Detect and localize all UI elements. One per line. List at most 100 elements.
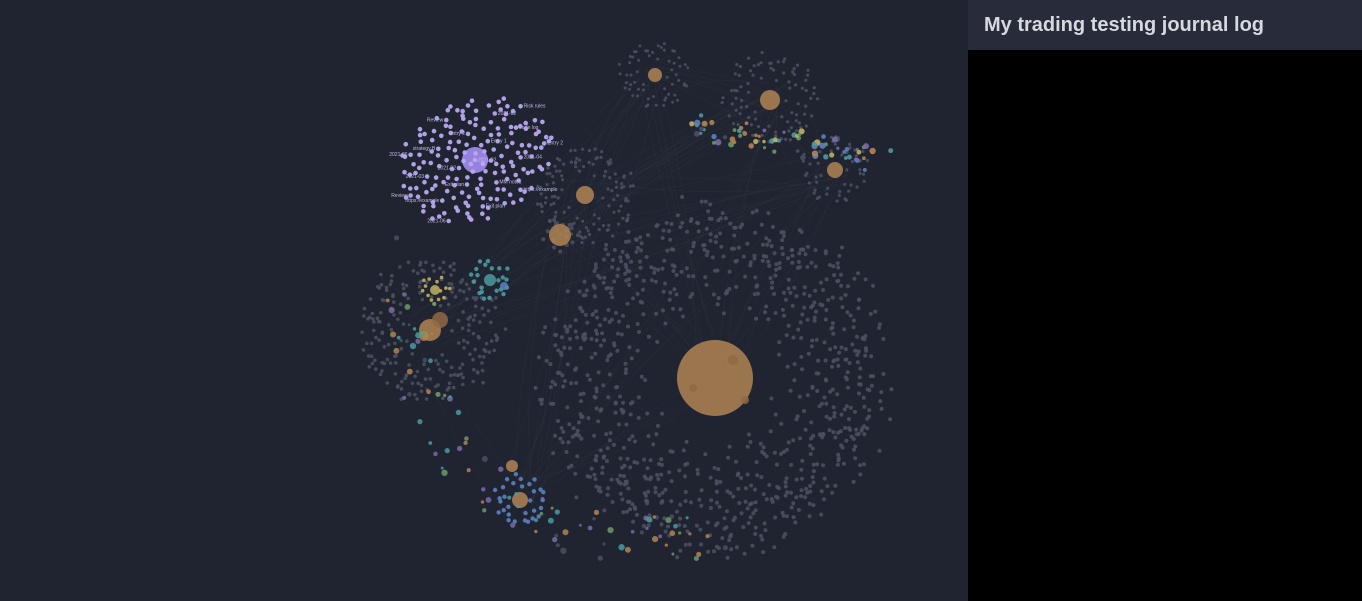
graph-node[interactable] [363,307,367,311]
graph-node[interactable] [505,477,509,481]
graph-node[interactable] [630,356,634,360]
graph-node[interactable] [399,303,403,307]
graph-node[interactable] [762,140,765,143]
graph-node[interactable] [660,499,664,503]
graph-node[interactable] [624,367,628,371]
graph-node[interactable] [854,428,858,432]
graph-node[interactable] [700,488,704,492]
graph-node[interactable] [801,248,805,252]
graph-node[interactable] [746,82,749,85]
graph-node[interactable] [597,371,601,375]
graph-node[interactable] [888,417,892,421]
graph-node[interactable] [627,277,631,281]
graph-selected-node[interactable] [411,162,416,167]
graph-node[interactable] [444,286,448,290]
graph-node[interactable] [863,354,867,358]
graph-node[interactable] [556,543,560,547]
graph-node[interactable] [878,399,882,403]
graph-node[interactable] [671,263,675,267]
graph-node[interactable] [726,456,730,460]
graph-node[interactable] [738,74,741,77]
graph-node[interactable] [360,331,364,335]
graph-node[interactable] [728,445,732,449]
graph-node[interactable] [753,275,757,279]
graph-node[interactable] [628,465,632,469]
graph-node[interactable] [391,293,395,297]
graph-node[interactable] [721,96,724,99]
graph-node[interactable] [615,274,619,278]
graph-node[interactable] [796,149,800,153]
graph-node[interactable] [501,485,505,489]
graph-selected-node[interactable] [460,190,465,195]
graph-node[interactable] [581,236,584,239]
graph-selected-node[interactable] [481,126,486,131]
graph-node[interactable] [698,528,702,532]
graph-selected-node[interactable] [441,180,446,185]
graph-node[interactable] [782,131,785,134]
graph-selected-node[interactable] [522,189,527,194]
graph-node[interactable] [424,261,428,265]
graph-node[interactable] [747,91,750,94]
graph-node[interactable] [456,374,460,378]
graph-node[interactable] [540,512,544,516]
graph-node[interactable] [480,361,484,365]
graph-node[interactable] [604,247,608,251]
graph-node[interactable] [624,87,627,90]
graph-node[interactable] [394,372,398,376]
graph-node[interactable] [834,143,837,146]
graph-node[interactable] [616,194,619,197]
graph-node[interactable] [758,135,761,138]
graph-node[interactable] [611,500,615,504]
graph-node[interactable] [623,482,627,486]
graph-node[interactable] [630,434,634,438]
graph-node[interactable] [602,276,606,280]
graph-node[interactable] [394,235,399,240]
graph-node[interactable] [380,369,384,373]
graph-node[interactable] [839,273,843,277]
graph-node[interactable] [486,259,490,263]
graph-node[interactable] [749,484,753,488]
graph-node[interactable] [810,339,814,343]
graph-node[interactable] [801,87,804,90]
graph-node[interactable] [830,149,833,152]
graph-node[interactable] [558,250,562,254]
graph-node[interactable] [624,362,628,366]
graph-node[interactable] [857,350,861,354]
graph-node[interactable] [736,487,740,491]
graph-node[interactable] [605,459,609,463]
graph-node[interactable] [767,239,771,243]
graph-node[interactable] [675,510,679,514]
graph-selected-node[interactable] [518,124,523,129]
graph-node[interactable] [806,245,810,249]
graph-node[interactable] [668,298,672,302]
graph-selected-node[interactable] [429,161,434,166]
graph-node[interactable] [852,448,856,452]
graph-node[interactable] [852,277,856,281]
graph-node[interactable] [672,269,676,273]
graph-node[interactable] [800,367,804,371]
graph-node[interactable] [504,277,508,281]
graph-node[interactable] [846,370,850,374]
graph-node[interactable] [853,456,857,460]
graph-node[interactable] [675,73,678,76]
graph-selected-node[interactable] [444,118,449,123]
graph-selected-node[interactable] [539,145,544,150]
graph-selected-node[interactable] [498,107,503,112]
graph-node[interactable] [639,266,643,270]
graph-node[interactable] [818,404,822,408]
graph-node[interactable] [598,323,602,327]
graph-node[interactable] [640,375,644,379]
graph-node[interactable] [428,441,432,445]
graph-node[interactable] [761,550,765,554]
graph-selected-node[interactable] [483,169,488,174]
graph-node[interactable] [819,143,825,149]
graph-node[interactable] [678,517,682,521]
graph-node[interactable] [766,317,770,321]
graph-selected-node[interactable] [419,139,424,144]
graph-node[interactable] [387,323,391,327]
graph-node[interactable] [411,352,415,356]
graph-node[interactable] [569,149,572,152]
graph-node[interactable] [864,334,868,338]
graph-node[interactable] [633,50,636,53]
graph-node[interactable] [432,302,436,306]
